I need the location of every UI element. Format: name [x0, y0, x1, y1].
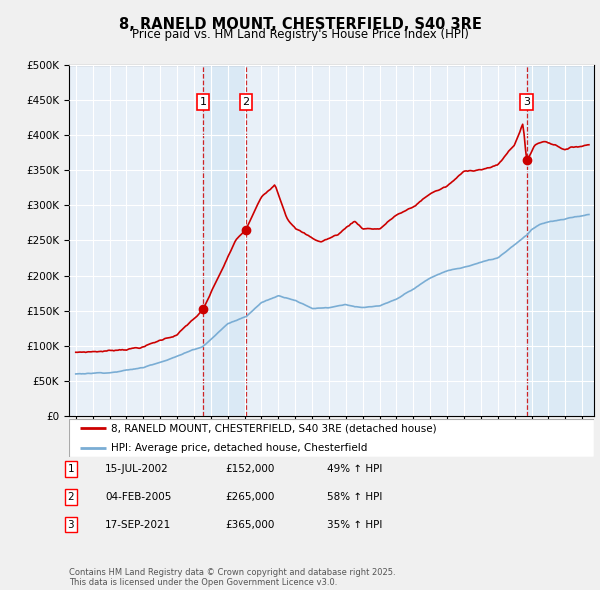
- Bar: [203, 65, 246, 416]
- Text: 2: 2: [67, 492, 74, 502]
- Text: £365,000: £365,000: [225, 520, 274, 529]
- Text: 17-SEP-2021: 17-SEP-2021: [105, 520, 171, 529]
- Bar: [527, 65, 594, 416]
- Text: Price paid vs. HM Land Registry's House Price Index (HPI): Price paid vs. HM Land Registry's House …: [131, 28, 469, 41]
- Text: £152,000: £152,000: [225, 464, 274, 474]
- Text: 58% ↑ HPI: 58% ↑ HPI: [327, 492, 382, 502]
- Text: 8, RANELD MOUNT, CHESTERFIELD, S40 3RE: 8, RANELD MOUNT, CHESTERFIELD, S40 3RE: [119, 17, 481, 31]
- Text: 04-FEB-2005: 04-FEB-2005: [105, 492, 172, 502]
- Text: 35% ↑ HPI: 35% ↑ HPI: [327, 520, 382, 529]
- Text: 2: 2: [242, 97, 250, 107]
- Text: £265,000: £265,000: [225, 492, 274, 502]
- Text: 49% ↑ HPI: 49% ↑ HPI: [327, 464, 382, 474]
- Text: 1: 1: [200, 97, 206, 107]
- Text: Contains HM Land Registry data © Crown copyright and database right 2025.
This d: Contains HM Land Registry data © Crown c…: [69, 568, 395, 587]
- Text: HPI: Average price, detached house, Chesterfield: HPI: Average price, detached house, Ches…: [111, 442, 367, 453]
- FancyBboxPatch shape: [69, 419, 594, 457]
- Text: 3: 3: [67, 520, 74, 529]
- Text: 1: 1: [67, 464, 74, 474]
- Text: 15-JUL-2002: 15-JUL-2002: [105, 464, 169, 474]
- Text: 8, RANELD MOUNT, CHESTERFIELD, S40 3RE (detached house): 8, RANELD MOUNT, CHESTERFIELD, S40 3RE (…: [111, 424, 437, 434]
- Text: 3: 3: [523, 97, 530, 107]
